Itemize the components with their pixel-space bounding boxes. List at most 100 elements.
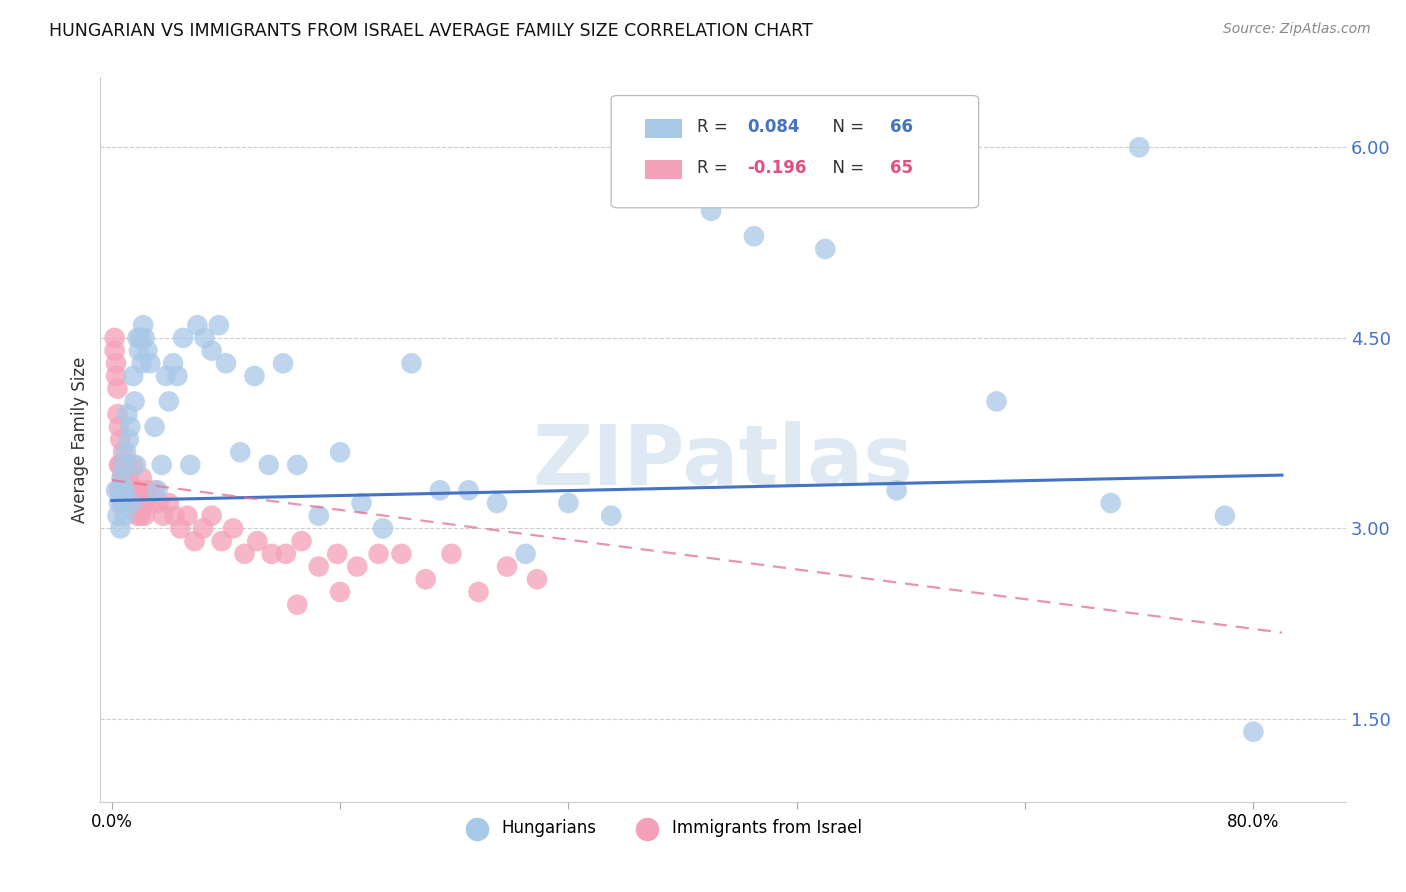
Point [186, 318, 208, 333]
Point [108, 458, 131, 472]
Point [157, 394, 180, 409]
Point [191, 521, 214, 535]
Point [440, 547, 463, 561]
Point [150, 458, 173, 472]
Point [643, 166, 665, 180]
Point [114, 483, 136, 498]
Point [114, 483, 136, 498]
Text: N =: N = [821, 159, 869, 177]
Point [246, 534, 269, 549]
Point [112, 496, 135, 510]
Point [290, 534, 312, 549]
Bar [645, 161, 682, 178]
Point [179, 458, 201, 472]
Point [243, 369, 266, 384]
Point [155, 369, 177, 384]
Point [114, 458, 136, 472]
Point [134, 331, 156, 345]
Point [124, 394, 146, 409]
Point [112, 445, 135, 459]
Point [108, 483, 131, 498]
Point [131, 356, 153, 370]
Point [139, 496, 162, 510]
Point [526, 572, 548, 586]
Point [371, 521, 394, 535]
Point [120, 419, 142, 434]
Point [886, 483, 908, 498]
Point [274, 547, 297, 561]
FancyBboxPatch shape [612, 95, 979, 208]
Point [308, 508, 330, 523]
Point [132, 496, 155, 510]
Point [131, 470, 153, 484]
Point [496, 559, 519, 574]
Point [118, 470, 141, 484]
Point [104, 331, 127, 345]
Text: 0.084: 0.084 [747, 118, 800, 136]
Point [117, 407, 139, 421]
Point [115, 458, 138, 472]
Point [108, 419, 131, 434]
Point [111, 470, 134, 484]
Text: 65: 65 [890, 159, 912, 177]
Point [121, 496, 143, 510]
Point [108, 496, 131, 510]
Point [1213, 508, 1236, 523]
Point [391, 547, 413, 561]
Point [112, 470, 135, 484]
Point [139, 356, 162, 370]
Point [172, 331, 194, 345]
Point [132, 318, 155, 333]
Point [129, 508, 152, 523]
Point [257, 458, 280, 472]
Point [114, 508, 136, 523]
Point [229, 445, 252, 459]
Point [121, 496, 143, 510]
Point [201, 343, 224, 358]
Text: -0.196: -0.196 [747, 159, 806, 177]
Point [107, 407, 129, 421]
Point [107, 382, 129, 396]
Y-axis label: Average Family Size: Average Family Size [72, 356, 89, 523]
Point [118, 496, 141, 510]
Point [193, 331, 215, 345]
Bar [645, 119, 682, 137]
Text: Source: ZipAtlas.com: Source: ZipAtlas.com [1223, 22, 1371, 37]
Point [143, 419, 166, 434]
Point [467, 585, 489, 599]
Point [107, 508, 129, 523]
Point [117, 483, 139, 498]
Point [1099, 496, 1122, 510]
Point [111, 496, 134, 510]
Point [271, 356, 294, 370]
Point [157, 496, 180, 510]
Point [176, 508, 198, 523]
Point [134, 508, 156, 523]
Point [110, 433, 132, 447]
Point [163, 508, 186, 523]
Point [152, 508, 174, 523]
Point [457, 483, 479, 498]
Point [211, 534, 233, 549]
Point [183, 534, 205, 549]
Point [120, 483, 142, 498]
Point [515, 547, 537, 561]
Point [129, 331, 152, 345]
Text: 66: 66 [890, 118, 912, 136]
Point [215, 356, 238, 370]
Point [115, 483, 138, 498]
Text: N =: N = [821, 118, 869, 136]
Point [110, 458, 132, 472]
Point [125, 458, 148, 472]
Point [111, 483, 134, 498]
Point [814, 242, 837, 256]
Point [429, 483, 451, 498]
Point [115, 445, 138, 459]
Point [128, 483, 150, 498]
Point [117, 458, 139, 472]
Point [285, 458, 308, 472]
Point [122, 369, 145, 384]
Point [350, 496, 373, 510]
Point [742, 229, 765, 244]
Point [308, 559, 330, 574]
